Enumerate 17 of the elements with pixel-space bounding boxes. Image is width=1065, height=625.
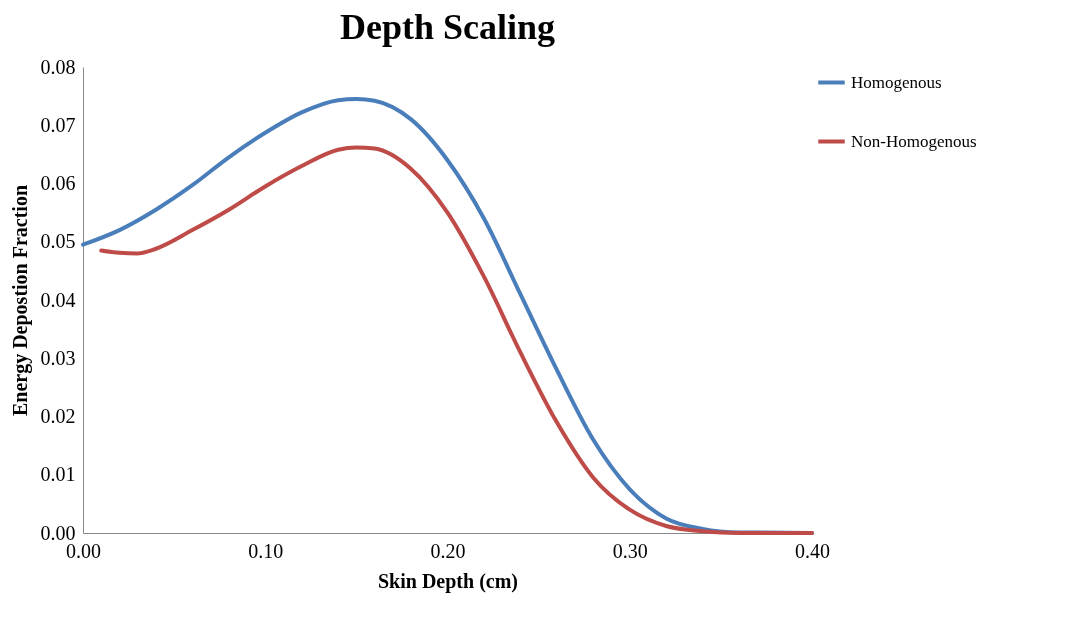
x-tick-label: 0.20 (430, 539, 466, 562)
x-tick-label: 0.40 (795, 539, 830, 562)
chart-title: Depth Scaling (339, 7, 556, 47)
legend-label: Homogenous (851, 72, 942, 92)
y-tick-label: 0.01 (40, 463, 76, 486)
x-tick-label: 0.10 (248, 539, 284, 562)
legend-label: Non-Homogenous (851, 131, 977, 151)
y-tick-label: 0.05 (40, 230, 76, 253)
y-tick-label: 0.02 (40, 405, 76, 427)
y-tick-label: 0.06 (40, 172, 76, 194)
x-tick-label: 0.30 (612, 539, 648, 562)
y-tick-label: 0.07 (40, 113, 76, 136)
y-tick-label: 0.08 (40, 55, 76, 78)
y-tick-label: 0.04 (40, 288, 76, 311)
x-axis-title: Skin Depth (cm) (377, 569, 519, 593)
y-tick-label: 0.03 (40, 346, 76, 369)
y-axis-title: Energy Depostion Fraction (8, 184, 32, 417)
